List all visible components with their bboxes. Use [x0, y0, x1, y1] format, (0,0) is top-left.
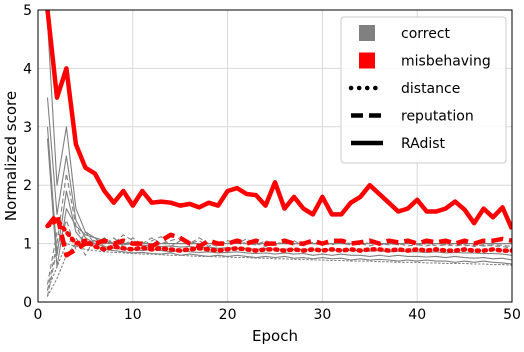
series-correct-distance-11: [46, 243, 512, 291]
series-correct-distance-5: [46, 243, 512, 297]
y-tick-label-5: 5: [23, 3, 32, 19]
x-tick-label-3: 30: [313, 307, 331, 323]
legend-box: [340, 16, 507, 164]
y-tick-label-2: 2: [23, 178, 32, 194]
y-axis-label: Normalized score: [2, 91, 20, 221]
series-correct-reputation-10: [46, 231, 512, 285]
x-axis-label: Epoch: [252, 327, 298, 345]
y-tick-label-4: 4: [23, 61, 32, 77]
legend-handle-0: [359, 25, 375, 41]
x-tick-label-1: 10: [124, 307, 142, 323]
x-tick-label-0: 0: [34, 307, 43, 323]
axis-ticks: 0 10 20 30 40 50 0 1 2 3 4 5: [23, 3, 521, 323]
legend: correct misbehaving distance reputation RAdi…: [340, 16, 507, 164]
legend-label-2: distance: [401, 81, 460, 97]
legend-handle-1: [359, 52, 375, 69]
x-tick-label-4: 40: [408, 307, 426, 323]
y-tick-label-1: 1: [23, 237, 32, 253]
x-tick-label-5: 50: [503, 307, 521, 323]
legend-label-4: RAdist: [401, 136, 446, 152]
y-tick-label-3: 3: [23, 120, 32, 136]
series-misbehaving-RAdist-0: [45, 10, 512, 230]
legend-label-1: misbehaving: [401, 54, 491, 70]
plot-frame: [37, 9, 513, 303]
x-tick-label-2: 20: [219, 307, 237, 323]
series-misbehaving-distance-1: [45, 217, 512, 253]
y-tick-label-0: 0: [23, 295, 32, 311]
legend-label-3: reputation: [401, 109, 474, 125]
series-correct-RAdist-7: [46, 126, 512, 265]
series-layer: [45, 10, 512, 297]
legend-label-0: correct: [401, 26, 451, 42]
series-correct-reputation-9: [46, 219, 512, 297]
